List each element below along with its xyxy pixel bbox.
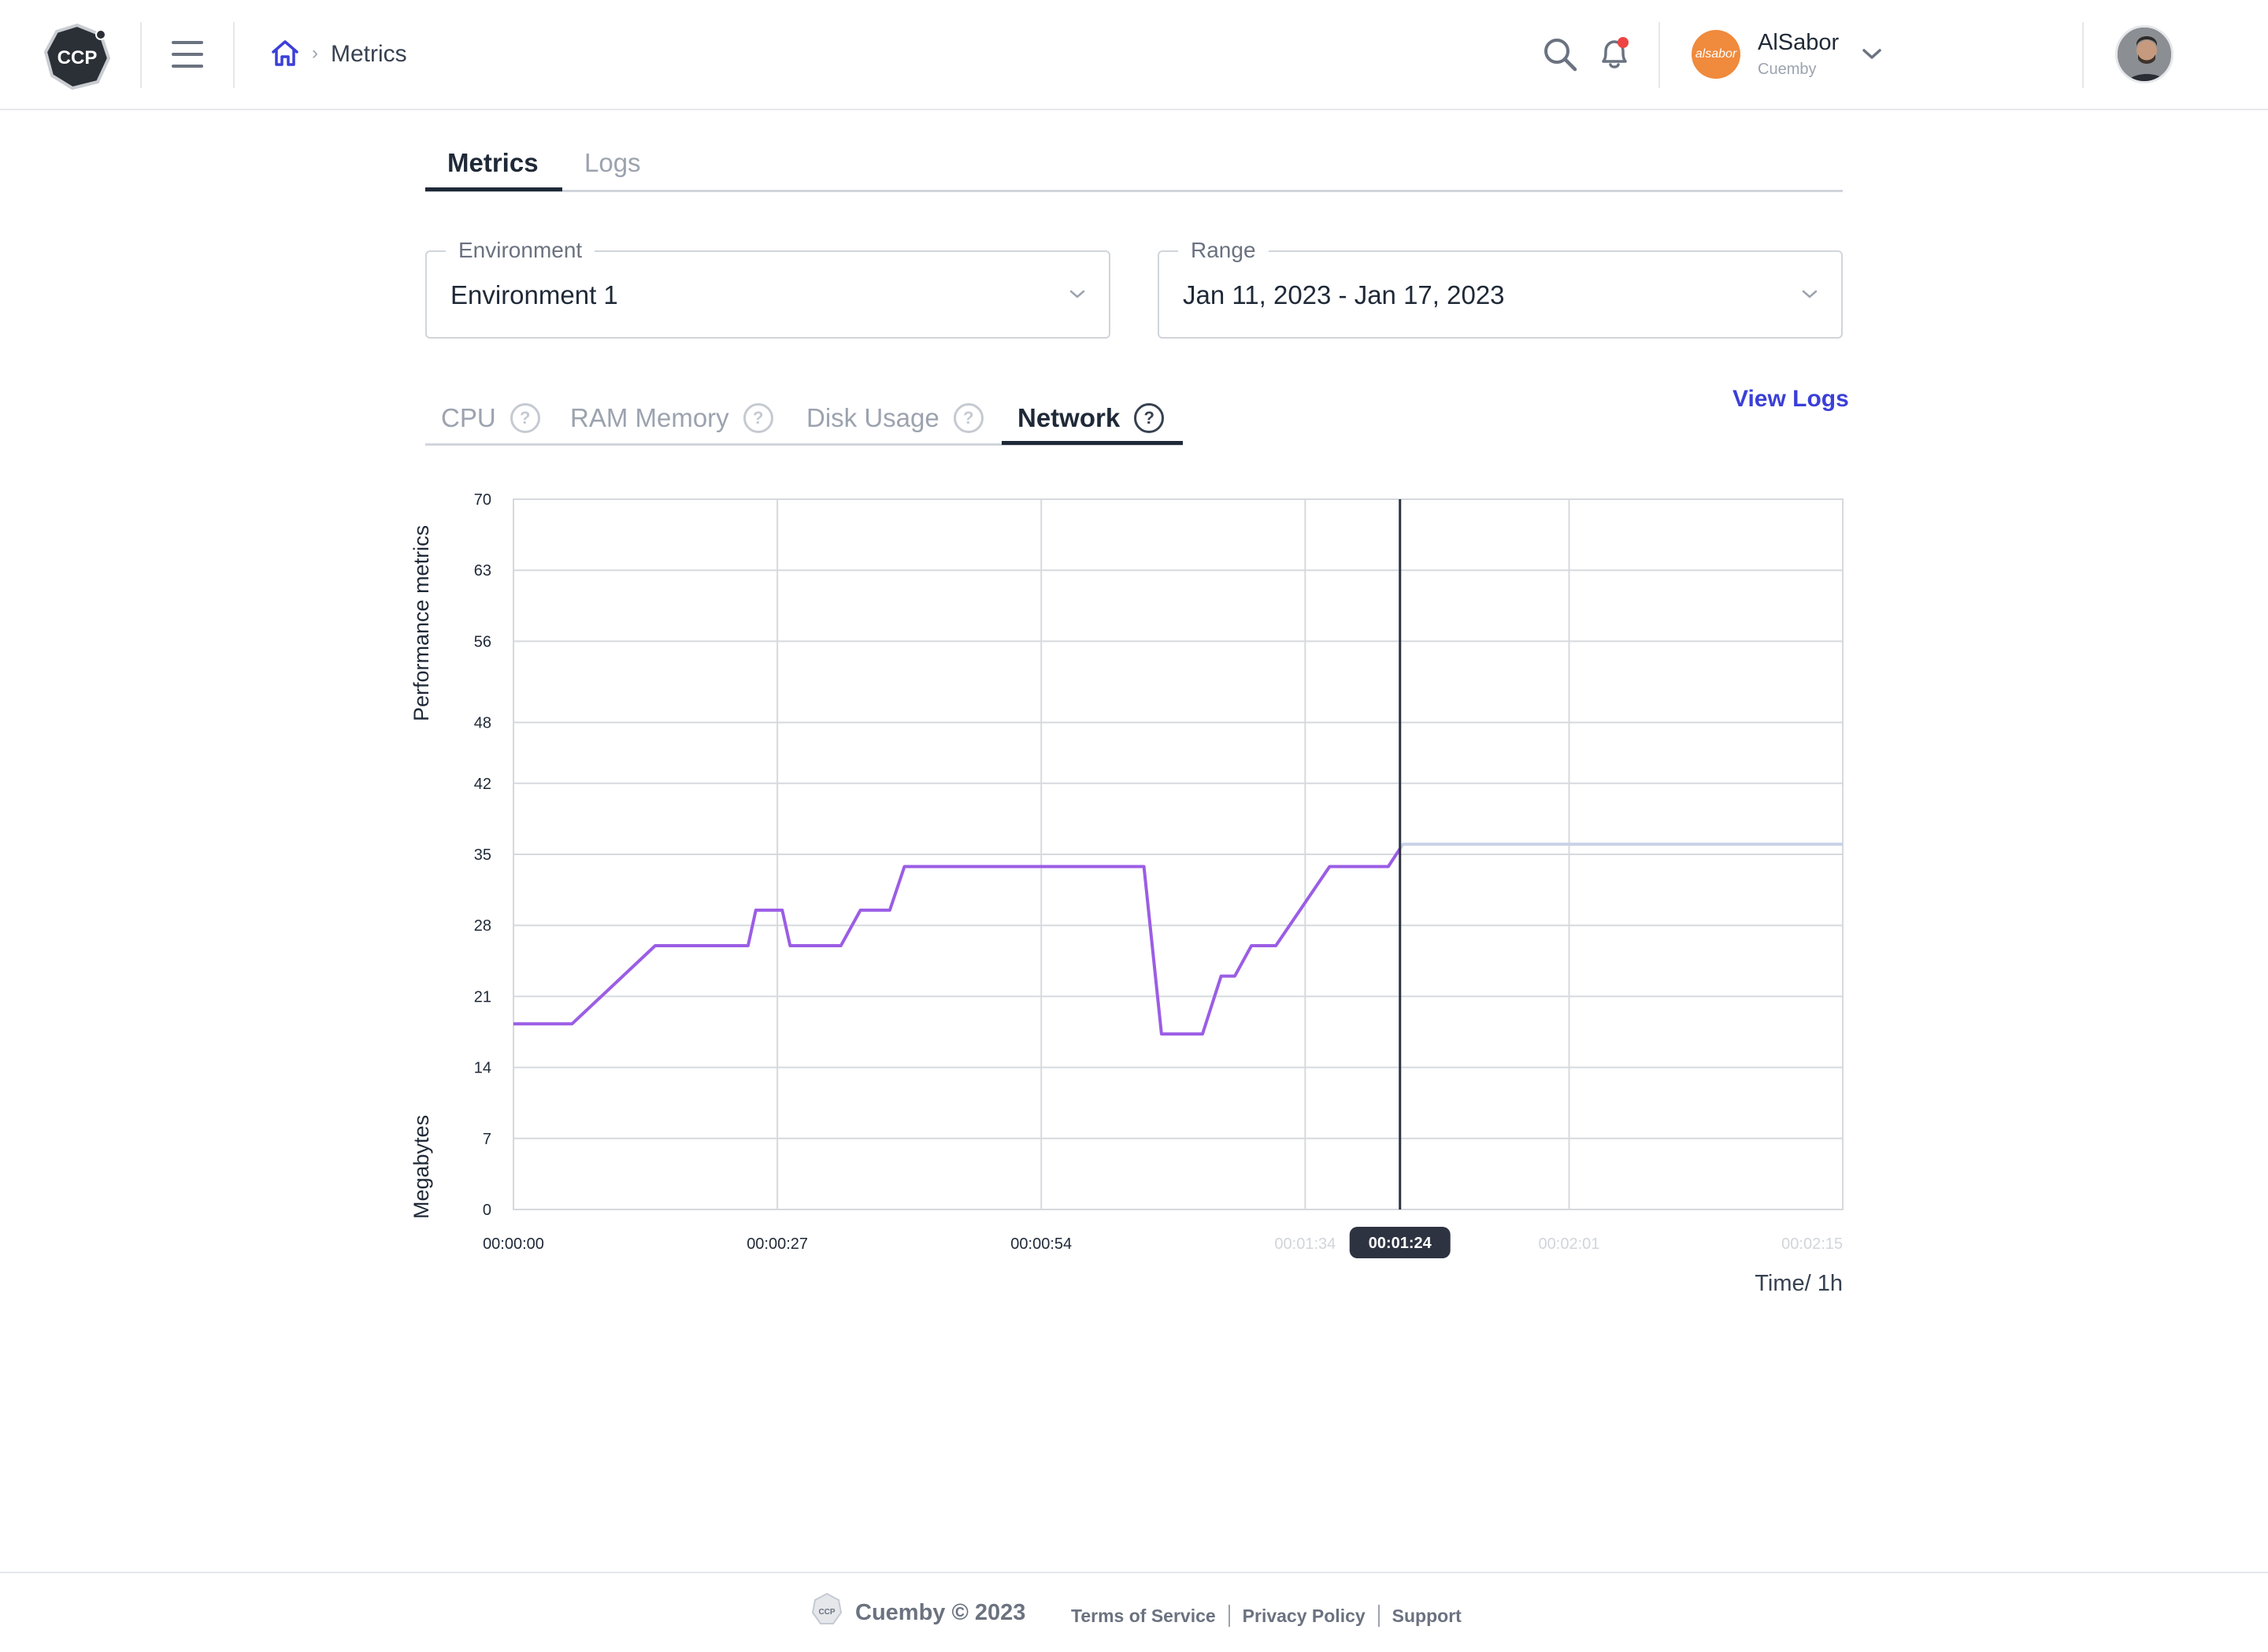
header-divider: [2082, 22, 2084, 88]
link-separator: [1228, 1605, 1230, 1627]
svg-text:CCP: CCP: [57, 47, 98, 69]
page-tabs: Metrics Logs: [425, 134, 1843, 192]
tab-ram-memory[interactable]: RAM Memory ?: [570, 398, 773, 438]
x-tick-label: 00:00:00: [483, 1235, 544, 1253]
menu-icon[interactable]: [172, 41, 203, 68]
active-metric-indicator: [1002, 441, 1183, 445]
terms-link[interactable]: Terms of Service: [1071, 1605, 1216, 1626]
search-icon[interactable]: [1542, 36, 1578, 72]
y-tick-label: 7: [483, 1131, 491, 1148]
chevron-down-icon: [1802, 290, 1818, 298]
x-tick-label: 00:01:34: [1274, 1235, 1336, 1253]
tab-ram-memory-label: RAM Memory: [570, 403, 729, 432]
y-tick-label: 0: [483, 1202, 491, 1219]
tab-network-label: Network: [1017, 403, 1121, 432]
series-line: [513, 847, 1402, 1036]
svg-text:CCP: CCP: [818, 1608, 835, 1617]
y-tick-label: 48: [474, 714, 491, 732]
chevron-down-icon[interactable]: [1860, 44, 1884, 63]
y-tick-label: 70: [474, 491, 491, 509]
footer: CCP Cuemby © 2023 Terms of Service Priva…: [0, 1572, 2268, 1652]
tab-cpu[interactable]: CPU ?: [441, 398, 540, 438]
home-icon[interactable]: [269, 38, 301, 69]
tab-disk-usage[interactable]: Disk Usage ?: [806, 398, 984, 438]
notification-dot: [1618, 37, 1629, 48]
footer-links: Terms of Service Privacy Policy Support: [1071, 1605, 1462, 1627]
link-separator: [1377, 1605, 1380, 1627]
help-icon[interactable]: ?: [743, 403, 773, 433]
range-value: Jan 11, 2023 - Jan 17, 2023: [1183, 280, 1505, 309]
header-divider: [233, 22, 235, 88]
breadcrumb-current: Metrics: [331, 41, 407, 67]
x-tick-label: 00:02:01: [1539, 1235, 1600, 1253]
org-name: AlSabor: [1758, 30, 1840, 55]
time-cursor-label: 00:01:24: [1369, 1235, 1432, 1252]
x-tick-label: 00:00:54: [1010, 1235, 1072, 1253]
support-link[interactable]: Support: [1392, 1605, 1462, 1626]
org-avatar[interactable]: alsabor: [1692, 30, 1740, 79]
y-tick-label: 28: [474, 917, 491, 935]
tab-metrics[interactable]: Metrics: [447, 148, 539, 177]
range-label: Range: [1178, 238, 1269, 263]
privacy-link[interactable]: Privacy Policy: [1242, 1605, 1366, 1626]
environment-label: Environment: [446, 238, 595, 263]
x-axis-label: Time/ 1h: [1755, 1271, 1843, 1296]
chevron-right-icon: ›: [312, 43, 318, 64]
y-tick-label: 14: [474, 1060, 491, 1077]
org-company: Cuemby: [1758, 61, 1817, 78]
y-tick-label: 56: [474, 633, 491, 650]
help-icon[interactable]: ?: [1134, 403, 1165, 433]
x-tick-label: 00:00:27: [747, 1235, 808, 1253]
cuemby-logo: CCP: [811, 1592, 843, 1624]
bell-icon[interactable]: [1597, 35, 1632, 72]
tab-cpu-label: CPU: [441, 403, 496, 432]
tab-logs[interactable]: Logs: [584, 148, 641, 177]
environment-value: Environment 1: [450, 280, 618, 309]
tab-disk-usage-label: Disk Usage: [806, 403, 939, 432]
environment-select[interactable]: Environment Environment 1: [425, 238, 1110, 339]
help-icon[interactable]: ?: [953, 403, 984, 433]
view-logs-link[interactable]: View Logs: [1732, 386, 1849, 412]
y-tick-label: 35: [474, 846, 491, 864]
header-divider: [1658, 22, 1660, 88]
top-bar: CCP › Metrics alsabor AlSabor Cuemby: [0, 0, 2268, 110]
user-avatar[interactable]: [2115, 25, 2174, 83]
series-line-future: [1399, 843, 1843, 850]
tab-network[interactable]: Network ?: [1017, 398, 1165, 438]
chevron-down-icon: [1069, 290, 1085, 298]
y-tick-label: 21: [474, 988, 491, 1006]
y-tick-label: 42: [474, 776, 491, 793]
time-cursor-badge: [1349, 1227, 1451, 1258]
y-tick-label: 63: [474, 562, 491, 580]
x-tick-label: 00:02:15: [1781, 1235, 1843, 1253]
header-divider: [140, 22, 142, 88]
active-tab-indicator: [425, 187, 562, 191]
footer-brand: Cuemby © 2023: [855, 1600, 1026, 1625]
metric-tabs: CPU ? RAM Memory ? Disk Usage ? Network …: [425, 391, 1183, 446]
ccp-logo[interactable]: CCP: [44, 24, 110, 90]
help-icon[interactable]: ?: [510, 403, 540, 433]
range-select[interactable]: Range Jan 11, 2023 - Jan 17, 2023: [1158, 238, 1843, 339]
